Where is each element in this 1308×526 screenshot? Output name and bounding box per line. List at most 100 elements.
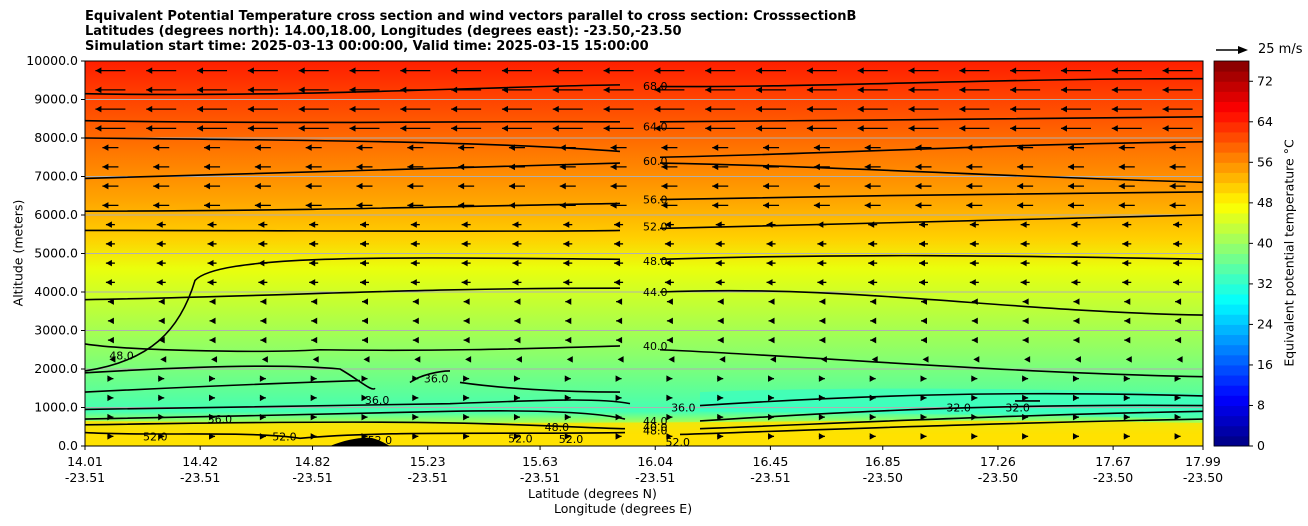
contour-label: 68.0 xyxy=(643,80,668,93)
wind-vector-head xyxy=(146,125,153,132)
wind-vector-head xyxy=(410,259,417,267)
wind-vector-head xyxy=(1071,221,1078,228)
wind-vector-head xyxy=(451,105,458,113)
wind-vector-head xyxy=(513,375,520,382)
wind-vector-head xyxy=(512,240,519,248)
cool-layer xyxy=(700,388,1203,420)
contour-line xyxy=(85,77,1203,96)
wind-vector-head xyxy=(664,240,671,248)
wind-vector-head xyxy=(966,163,973,171)
wind-vector-head xyxy=(565,317,572,325)
wind-vector-head xyxy=(1111,105,1118,113)
wind-vector-head xyxy=(513,433,520,440)
contour-label: 40.0 xyxy=(643,340,668,353)
wind-vector-head xyxy=(959,67,966,74)
wind-vector-head xyxy=(666,394,673,402)
colorbar-tick-label: 40 xyxy=(1257,235,1273,250)
y-tick-label: 4000.0 xyxy=(34,284,78,299)
wind-vector-head xyxy=(610,182,617,190)
contour-label: 44.0 xyxy=(643,286,668,299)
x-tick-label-lon: -23.50 xyxy=(978,470,1018,485)
wind-vector-head xyxy=(766,279,773,286)
colorbar-segment xyxy=(1214,142,1249,153)
x-tick-label-lat: 14.01 xyxy=(67,454,103,469)
colorbar-segment xyxy=(1214,223,1249,234)
wind-vector-head xyxy=(247,105,254,113)
wind-vector-head xyxy=(817,240,824,248)
wind-vector-head xyxy=(756,67,763,74)
wind-vector-head xyxy=(768,375,775,382)
colorbar-segment xyxy=(1214,101,1249,113)
x-tick-label-lat: 15.23 xyxy=(410,454,446,469)
colorbar-segment xyxy=(1214,131,1249,143)
wind-vector-head xyxy=(461,240,468,248)
wind-vector-head xyxy=(818,433,825,440)
wind-vector-head xyxy=(259,394,266,402)
wind-vector-head xyxy=(153,182,160,190)
y-tick-label: 5000.0 xyxy=(34,246,78,261)
contour-label: 60.0 xyxy=(643,155,668,168)
wind-vector-head xyxy=(715,240,722,248)
wind-vector-head xyxy=(254,182,261,190)
wind-vector-head xyxy=(1022,336,1029,344)
colorbar-tick-label: 0 xyxy=(1257,438,1265,453)
y-tick-label: 0.0 xyxy=(58,438,78,453)
contour-line xyxy=(85,287,1203,316)
wind-vector-head xyxy=(400,105,407,113)
wind-vector-head xyxy=(1020,279,1027,286)
contour-label: 52.0 xyxy=(508,432,533,445)
colorbar-tick-label: 48 xyxy=(1257,195,1273,210)
wind-vector-head xyxy=(463,317,470,325)
wind-vector-head xyxy=(311,317,318,325)
wind-vector-head xyxy=(1123,433,1130,440)
wind-vector-head xyxy=(666,317,673,325)
wind-vector-head xyxy=(603,67,610,74)
wind-vector-head xyxy=(105,221,112,228)
contour-label: 48.0 xyxy=(643,425,668,438)
wind-vector-head xyxy=(664,259,671,267)
wind-vector-head xyxy=(400,67,407,74)
wind-vector-head xyxy=(360,221,366,228)
wind-vector-head xyxy=(1060,86,1067,94)
wind-vector-head xyxy=(864,163,871,171)
wind-vector-head xyxy=(1020,259,1027,267)
wind-vector-head xyxy=(207,240,214,248)
wind-vector-head xyxy=(615,433,622,440)
wind-vector-head xyxy=(1169,202,1176,209)
wind-vector-head xyxy=(566,356,573,363)
wind-vector-head xyxy=(615,375,622,382)
y-tick-label: 3000.0 xyxy=(34,323,78,338)
wind-vector-head xyxy=(806,67,813,74)
wind-vector-head xyxy=(356,202,363,209)
contour-label: 52.0 xyxy=(368,434,393,447)
wind-vector-head xyxy=(463,413,470,421)
wind-vector-head xyxy=(664,221,671,228)
wind-vector-head xyxy=(197,67,204,74)
wind-vector-head xyxy=(766,259,773,267)
wind-vector-head xyxy=(1060,67,1067,74)
wind-vector-head xyxy=(915,202,922,209)
wind-vector-head xyxy=(362,317,368,325)
colorbar-segment xyxy=(1214,344,1249,356)
wind-vector-head xyxy=(763,144,770,151)
wind-vector-head xyxy=(1022,317,1029,325)
wind-vector-head xyxy=(768,317,775,325)
colorbar-segment xyxy=(1214,192,1249,204)
x-tick-label-lon: -23.51 xyxy=(520,470,560,485)
terrain xyxy=(330,437,390,446)
wind-vector-head xyxy=(1125,356,1132,363)
colorbar-segment xyxy=(1214,111,1249,123)
x-tick-label-lon: -23.51 xyxy=(292,470,332,485)
wind-vector-head xyxy=(915,182,922,190)
wind-vector-head xyxy=(407,182,414,190)
wind-vector-head xyxy=(818,413,825,421)
wind-vector-head xyxy=(95,105,102,113)
x-tick-label-lon: -23.50 xyxy=(863,470,903,485)
colorbar-segment xyxy=(1214,435,1249,447)
wind-vector-head xyxy=(616,298,623,305)
wind-vector-head xyxy=(1173,240,1180,248)
colorbar-segment xyxy=(1214,334,1249,346)
wind-vector-head xyxy=(966,202,973,209)
wind-vector-head xyxy=(705,67,712,74)
wind-vector-head xyxy=(922,356,929,363)
